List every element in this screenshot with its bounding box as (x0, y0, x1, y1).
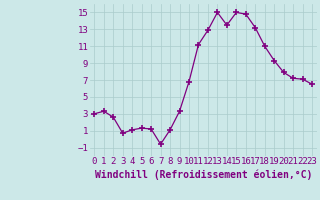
X-axis label: Windchill (Refroidissement éolien,°C): Windchill (Refroidissement éolien,°C) (94, 169, 312, 180)
